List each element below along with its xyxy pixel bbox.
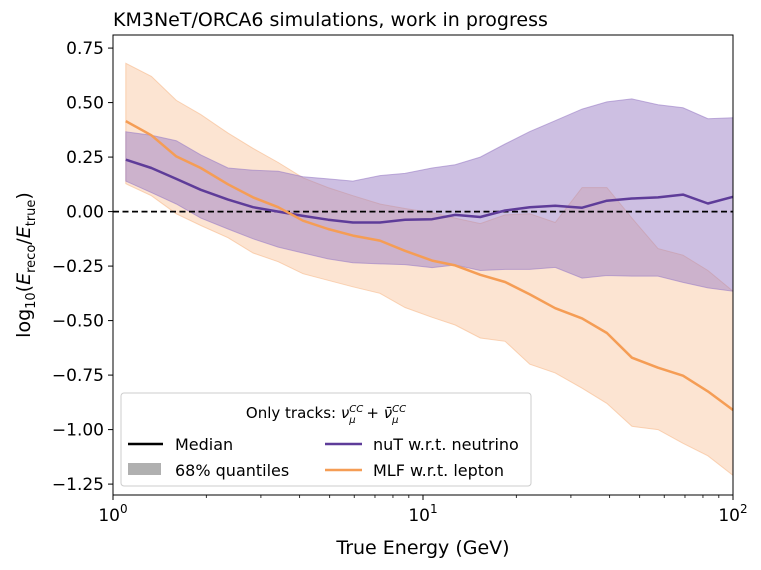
y-tick-label: 0.75: [66, 39, 104, 59]
y-axis-label: log10(Ereco/Etrue): [13, 192, 39, 338]
quantile-bands: [125, 62, 734, 477]
x-axis-label: True Energy (GeV): [335, 537, 509, 559]
legend-title: Only tracks: νCC μ + ν̄CC μ: [246, 404, 406, 426]
legend-swatch-quantiles: [128, 463, 161, 475]
x-tick-label: 101: [408, 502, 437, 526]
legend-label: Median: [175, 435, 233, 454]
y-tick-label: −1.00: [52, 421, 104, 441]
legend-entry-median: Median: [128, 435, 233, 454]
legend: Only tracks: νCC μ + ν̄CC μ Median 68% qua…: [120, 392, 532, 487]
legend-entry-nut: nuT w.r.t. neutrino: [325, 435, 519, 454]
legend-box: [120, 392, 532, 487]
legend-label: MLF w.r.t. lepton: [373, 461, 504, 480]
y-tick-label: 0.50: [66, 94, 104, 114]
legend-label: 68% quantiles: [175, 461, 289, 480]
median-line-mlf: [125, 120, 734, 412]
y-tick-label: −0.50: [52, 312, 104, 332]
y-tick-label: 0.00: [66, 203, 104, 223]
legend-entry-mlf: MLF w.r.t. lepton: [325, 461, 504, 480]
y-tick-label: −0.75: [52, 366, 104, 386]
x-axis: 100 101 102: [98, 495, 748, 526]
y-tick-label: −1.25: [52, 475, 104, 495]
median-lines: [125, 120, 734, 412]
legend-entry-quantiles: 68% quantiles: [128, 461, 289, 480]
median-line-nut: [125, 158, 734, 224]
x-tick-label: 100: [98, 502, 127, 526]
legend-label: nuT w.r.t. neutrino: [373, 435, 519, 454]
y-axis: 0.75 0.50 0.25 0.00 −0.25 −0.50 −0.75 −1.00 −1.2…: [52, 39, 113, 495]
y-tick-label: −0.25: [52, 257, 104, 277]
chart-title: KM3NeT/ORCA6 simulations, work in progre…: [113, 9, 548, 31]
x-tick-label: 102: [718, 502, 747, 526]
y-tick-label: 0.25: [66, 148, 104, 168]
